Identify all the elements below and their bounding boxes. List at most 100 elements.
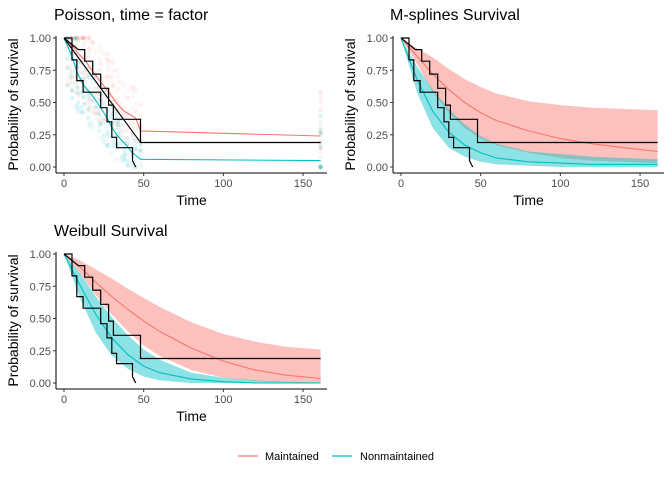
draw-point-maintained xyxy=(106,64,111,70)
draw-point-maintained xyxy=(106,60,111,65)
draw-point-maintained xyxy=(76,94,81,99)
draw-point-maintained xyxy=(125,135,130,140)
draw-point-nonmaintained xyxy=(90,98,95,104)
km-curve-maintained xyxy=(400,37,658,144)
draw-point-nonmaintained xyxy=(101,134,107,140)
draw-point-nonmaintained xyxy=(104,131,110,136)
draw-point-maintained xyxy=(318,126,323,132)
ci-band-maintained xyxy=(401,38,658,164)
draw-point-nonmaintained xyxy=(79,109,84,115)
draw-point-maintained xyxy=(65,48,70,53)
draw-point-maintained xyxy=(111,84,116,90)
draw-point-maintained xyxy=(125,128,130,134)
draw-point-maintained xyxy=(76,86,81,91)
x-axis-label: Time xyxy=(176,192,207,208)
draw-point-nonmaintained xyxy=(116,119,121,124)
draw-point-nonmaintained xyxy=(138,154,143,159)
posterior-draws xyxy=(65,35,323,170)
draw-point-nonmaintained xyxy=(119,155,124,161)
draw-point-maintained xyxy=(119,129,124,134)
draw-point-maintained xyxy=(90,98,95,103)
draw-point-maintained xyxy=(122,127,127,133)
draw-point-nonmaintained xyxy=(111,141,116,146)
draw-point-nonmaintained xyxy=(82,76,87,81)
y-tick-label: 0.50 xyxy=(30,314,51,326)
draw-point-maintained xyxy=(85,35,91,41)
draw-point-maintained xyxy=(96,109,102,115)
draw-point-nonmaintained xyxy=(125,163,130,168)
draw-point-maintained xyxy=(98,68,103,73)
draw-point-maintained xyxy=(130,85,135,90)
x-tick-label: 0 xyxy=(61,394,67,406)
draw-point-nonmaintained xyxy=(80,110,86,116)
draw-point-maintained xyxy=(82,70,87,76)
draw-point-maintained xyxy=(79,35,84,41)
draw-point-nonmaintained xyxy=(73,90,78,96)
legend-label-maintained: Maintained xyxy=(265,451,319,463)
draw-point-maintained xyxy=(125,95,130,101)
y-axis-label: Probability of survival xyxy=(342,38,358,170)
ci-band-nonmaintained xyxy=(64,254,321,383)
draw-point-nonmaintained xyxy=(318,164,323,170)
draw-point-maintained xyxy=(93,110,99,115)
draw-point-maintained xyxy=(73,52,78,58)
draw-point-nonmaintained xyxy=(133,144,138,149)
draw-point-maintained xyxy=(65,81,70,87)
draw-point-nonmaintained xyxy=(122,147,127,152)
draw-point-nonmaintained xyxy=(73,104,78,109)
draw-point-nonmaintained xyxy=(69,88,75,94)
draw-point-maintained xyxy=(74,89,80,95)
draw-point-nonmaintained xyxy=(74,103,80,108)
y-axis-label: Probability of survival xyxy=(5,254,21,386)
y-tick-label: 0.00 xyxy=(367,162,388,174)
draw-point-maintained xyxy=(69,81,75,86)
draw-point-maintained xyxy=(133,137,138,142)
draw-point-nonmaintained xyxy=(138,147,143,152)
draw-point-maintained xyxy=(130,119,135,125)
draw-point-maintained xyxy=(130,94,135,99)
draw-point-nonmaintained xyxy=(85,115,91,121)
draw-point-maintained xyxy=(318,131,323,136)
x-tick-label: 0 xyxy=(61,178,67,190)
draw-point-nonmaintained xyxy=(76,85,81,91)
draw-point-nonmaintained xyxy=(133,147,138,153)
draw-point-maintained xyxy=(133,127,138,132)
draw-point-nonmaintained xyxy=(96,128,102,134)
draw-point-maintained xyxy=(318,145,323,150)
draw-point-nonmaintained xyxy=(93,105,99,111)
draw-point-maintained xyxy=(74,35,80,41)
x-tick-label: 0 xyxy=(398,178,404,190)
x-tick-label: 100 xyxy=(551,178,569,190)
draw-point-maintained xyxy=(68,63,73,68)
draw-point-maintained xyxy=(104,74,110,79)
x-tick-label: 50 xyxy=(138,178,150,190)
x-tick-label: 50 xyxy=(475,178,487,190)
draw-point-maintained xyxy=(80,35,86,41)
draw-point-nonmaintained xyxy=(116,118,121,123)
draw-point-maintained xyxy=(125,121,130,126)
draw-point-maintained xyxy=(85,54,91,60)
x-axis-label: Time xyxy=(513,192,544,208)
draw-point-maintained xyxy=(122,112,127,117)
draw-point-maintained xyxy=(130,105,135,111)
draw-point-maintained xyxy=(114,113,119,119)
y-tick-label: 1.00 xyxy=(30,249,51,261)
draw-point-nonmaintained xyxy=(109,144,115,149)
draw-point-maintained xyxy=(82,74,87,79)
draw-point-nonmaintained xyxy=(130,133,135,139)
draw-point-nonmaintained xyxy=(318,119,323,124)
draw-point-maintained xyxy=(138,149,143,154)
draw-point-nonmaintained xyxy=(74,84,80,89)
draw-point-nonmaintained xyxy=(318,114,323,119)
draw-point-maintained xyxy=(82,35,87,41)
draw-point-maintained xyxy=(93,104,99,109)
draw-point-nonmaintained xyxy=(138,161,143,166)
draw-point-maintained xyxy=(73,35,78,41)
draw-point-nonmaintained xyxy=(69,87,75,93)
draw-point-nonmaintained xyxy=(119,124,124,129)
draw-point-maintained xyxy=(96,118,102,123)
draw-point-maintained xyxy=(318,122,323,127)
draw-point-maintained xyxy=(80,35,86,41)
draw-point-maintained xyxy=(109,83,115,88)
